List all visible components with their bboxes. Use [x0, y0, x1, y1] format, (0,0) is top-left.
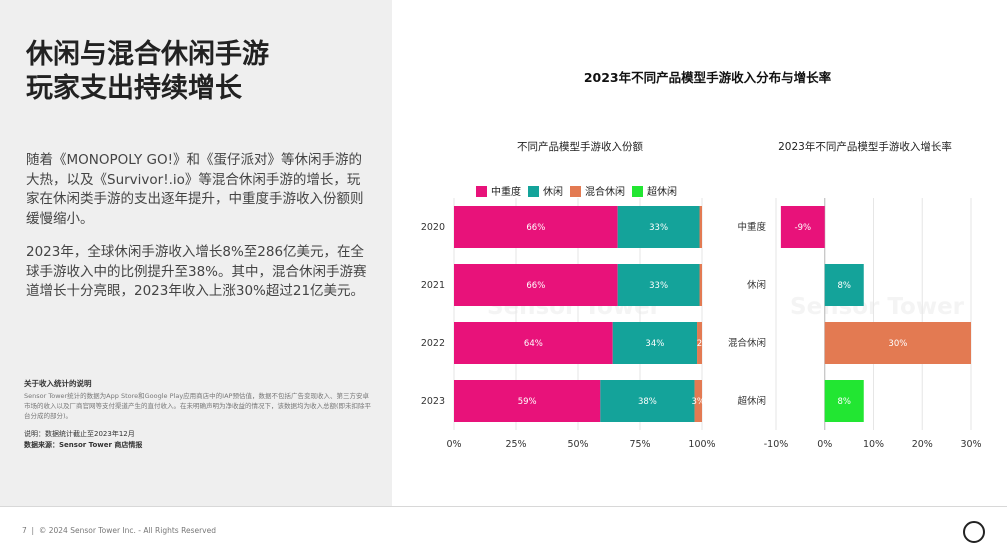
data-label: 59% — [518, 397, 537, 407]
growth-bar — [824, 264, 864, 306]
x-tick-label: 75% — [629, 439, 650, 450]
data-label: 66% — [526, 281, 545, 291]
chart-legend: 中重度 休闲 混合休闲 超休闲 — [476, 183, 684, 198]
y-category-label: 混合休闲 — [728, 337, 766, 349]
growth-bar — [824, 322, 971, 364]
data-label: -9% — [795, 223, 812, 233]
bar-segment — [694, 380, 702, 422]
y-category-label: 2021 — [421, 280, 445, 291]
bar-segment — [699, 264, 702, 306]
x-tick-label: 10% — [863, 439, 884, 450]
revenue-note: 关于收入统计的说明 Sensor Tower统计的数据为App Store和Go… — [24, 378, 374, 450]
data-label: 34% — [645, 339, 664, 349]
note-title: 关于收入统计的说明 — [24, 379, 92, 388]
data-label: 64% — [524, 339, 543, 349]
data-label: 8% — [838, 397, 852, 407]
legend-item: 休闲 — [528, 183, 563, 198]
legend-item: 超休闲 — [632, 183, 677, 198]
data-label: 30% — [888, 339, 907, 349]
x-tick-label: 25% — [505, 439, 526, 450]
watermark-right: Sensor Tower — [790, 294, 965, 320]
bar-segment — [699, 206, 702, 248]
legend-item: 混合休闲 — [570, 183, 625, 198]
growth-chart-title: 2023年不同产品模型手游收入增长率 — [778, 141, 952, 153]
legend-label: 中重度 — [491, 187, 521, 198]
legend-label: 休闲 — [543, 187, 563, 198]
data-label: 38% — [638, 397, 657, 407]
growth-bar — [780, 206, 825, 248]
data-label: 33% — [649, 281, 668, 291]
charts-canvas: 0% 25% 50% 75% 100% 2020 66% 33% 2021 66% 33% 2022 6… — [421, 198, 982, 450]
bar-segment — [697, 322, 702, 364]
legend-label: 混合休闲 — [585, 187, 625, 198]
data-label: 8% — [838, 281, 852, 291]
y-category-label: 2023 — [421, 396, 445, 407]
body-paragraph-1: 随着《MONOPOLY GO!》和《蛋仔派对》等休闲手游的大热，以及《Survi… — [26, 152, 364, 227]
bar-segment — [617, 206, 700, 248]
y-category-label: 休闲 — [747, 279, 766, 291]
legend-swatch — [632, 186, 643, 197]
x-tick-label: 50% — [567, 439, 588, 450]
bar-segment — [617, 264, 700, 306]
note-cutoff: 说明：数据统计截止至2023年12月 — [24, 430, 135, 438]
data-label: 2 — [697, 339, 702, 349]
data-label: 3% — [692, 397, 706, 407]
footer-divider — [0, 506, 1007, 507]
y-category-label: 2020 — [421, 222, 445, 233]
y-category-label: 2022 — [421, 338, 445, 349]
left-panel — [0, 0, 392, 506]
x-tick-label: 30% — [960, 439, 981, 450]
x-tick-label: 0% — [817, 439, 832, 450]
bar-segment — [454, 322, 613, 364]
page-headline: 休闲与混合休闲手游 玩家支出持续增长 — [26, 39, 269, 104]
x-tick-label: -10% — [764, 439, 789, 450]
body-paragraph-2: 2023年，全球休闲手游收入增长8%至286亿美元，在全球手游收入中的比例提升至… — [26, 244, 367, 299]
legend-swatch — [570, 186, 581, 197]
bar-segment — [600, 380, 695, 422]
bar-segment — [454, 380, 601, 422]
sensor-tower-logo-icon — [963, 521, 985, 543]
legend-item: 中重度 — [476, 183, 521, 198]
data-label: 33% — [649, 223, 668, 233]
footer: 7 | © 2024 Sensor Tower Inc. - All Right… — [22, 526, 216, 535]
note-source: 数据来源：Sensor Tower 商店情报 — [24, 441, 143, 449]
x-tick-label: 0% — [446, 439, 461, 450]
x-tick-label: 20% — [912, 439, 933, 450]
bar-segment — [612, 322, 698, 364]
legend-swatch — [476, 186, 487, 197]
growth-bar — [824, 380, 864, 422]
share-chart-title: 不同产品模型手游收入份额 — [517, 141, 643, 153]
note-body: Sensor Tower统计的数据为App Store和Google Play应… — [24, 392, 372, 420]
y-category-label: 超休闲 — [737, 395, 766, 407]
figure-title: 2023年不同产品模型手游收入分布与增长率 — [583, 70, 832, 85]
x-tick-label: 100% — [688, 439, 715, 450]
data-label: 66% — [526, 223, 545, 233]
copyright: © 2024 Sensor Tower Inc. - All Rights Re… — [38, 526, 216, 535]
bar-segment — [454, 264, 618, 306]
legend-swatch — [528, 186, 539, 197]
bar-segment — [454, 206, 618, 248]
legend-label: 超休闲 — [647, 187, 677, 198]
y-category-label: 中重度 — [737, 221, 766, 233]
page-number: 7 — [22, 526, 27, 535]
